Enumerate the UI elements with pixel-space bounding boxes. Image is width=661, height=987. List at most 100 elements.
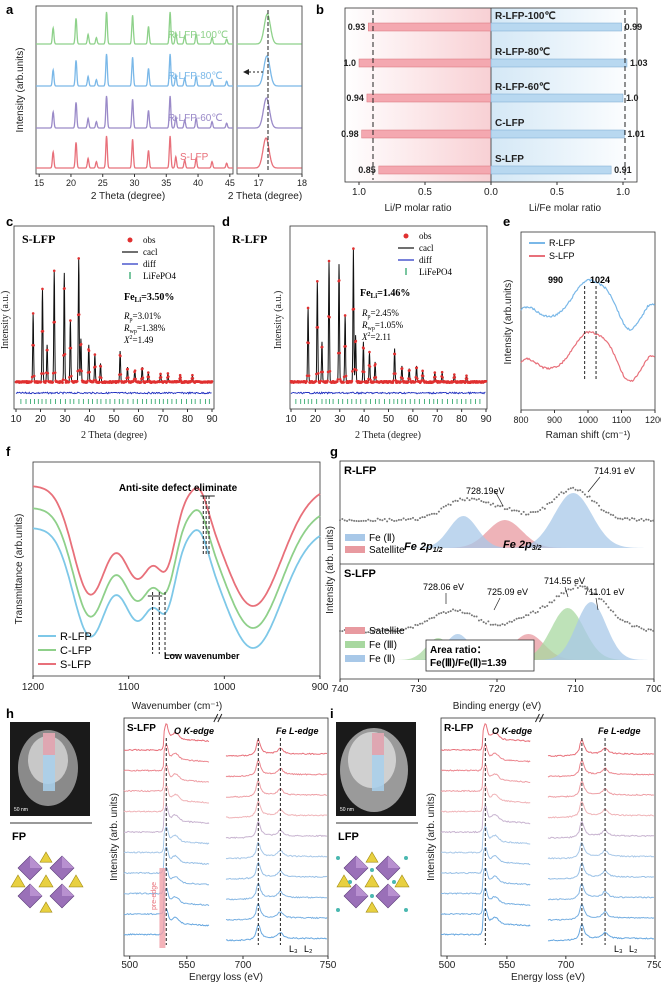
panel-letter-b: b [316, 2, 324, 17]
d-obs-point [343, 314, 347, 317]
c-obs-point [133, 369, 137, 372]
g-bottom-data-point [574, 584, 577, 587]
i-octahedron-face-1 [356, 856, 368, 868]
g-top-data-point [444, 504, 447, 507]
e-frame [520, 231, 656, 411]
c-obs-point [159, 372, 162, 376]
f-legend-s: S-LFP [60, 659, 91, 671]
g-bottom-data-point [640, 627, 643, 630]
d-obs-point [408, 377, 412, 381]
h-tetrahedron-5 [39, 901, 53, 913]
g-top-data-point [621, 518, 624, 521]
c-obs-point [191, 376, 195, 380]
c-obs-point [92, 378, 96, 382]
d-obs-point [465, 374, 468, 377]
panel-letter-c: c [6, 214, 13, 229]
g-bottom-data-point [456, 610, 459, 613]
g-bottom-data-point [430, 617, 433, 620]
g-top-data-point [463, 499, 466, 502]
d-obs-point [327, 259, 331, 263]
b-bar-lip-1 [358, 58, 492, 68]
g-bottom-data-point [539, 607, 542, 610]
g-bottom-data-point [588, 590, 591, 593]
c-obs-point [31, 312, 35, 315]
g-top-data-point [503, 508, 506, 511]
g-top-data-point [605, 511, 608, 514]
g-top-data-point [638, 519, 641, 522]
g-top-data-point [595, 501, 598, 504]
b-bar-lip-3 [361, 129, 492, 139]
c-obs-point [141, 376, 145, 380]
g-bottom-data-point [579, 585, 582, 588]
c-obs-point [93, 353, 97, 356]
c-xtick-label: 50 [108, 414, 120, 425]
panel-e: e R-LFP S-LFP 990 1024 Intensity (arb.un… [503, 214, 661, 441]
g-bottom-data-point [466, 612, 469, 615]
d-obs-point [372, 380, 376, 384]
c-xtick-label: 90 [206, 414, 218, 425]
c-xtick-label: 40 [84, 414, 96, 425]
b-row-name-4: S-LFP [495, 154, 524, 165]
f-curve-2 [32, 527, 321, 649]
g-bottom-data-point [605, 602, 608, 605]
d-obs-point [307, 374, 311, 378]
g-top-data-point [456, 499, 459, 502]
i-eels-high-4 [547, 821, 654, 839]
g-bottom-data-point [414, 623, 417, 626]
g-top-data-point [510, 509, 513, 512]
g-top-data-point [487, 501, 490, 504]
i-xtick-label: 700 [557, 960, 574, 971]
g-top-data-point [609, 513, 612, 516]
h-eels-low-9 [123, 908, 210, 936]
g-top-fe2-32 [340, 493, 654, 548]
g-bottom-data-point [638, 625, 641, 628]
panel-c: c S-LFP obs cacl diff LiFePO4 FeLi=3.50%… [0, 214, 218, 441]
g-bottom-legend-fe2: Fe (Ⅱ) [369, 654, 395, 665]
d-obs-point [452, 380, 455, 384]
g-bottom-data-point [590, 591, 593, 594]
panel-b: b 0.93 0.99 R-LFP-100℃ 1.0 1.03 R-LFP-80℃ 0.94… [316, 2, 647, 214]
d-obs-point [328, 315, 331, 319]
d-obs-point [414, 380, 417, 384]
b-left-axis-label: Li/P molar ratio [384, 203, 452, 214]
h-o-edge: O K-edge [174, 726, 214, 736]
g-top-data-point [522, 510, 525, 513]
g-top-peak-2: 714.91 eV [594, 466, 635, 476]
c-legend-obs-marker [127, 237, 133, 243]
b-right-tick-label: 1.0 [616, 187, 630, 198]
g-top-data-point [412, 516, 415, 519]
c-obs-point [41, 329, 45, 333]
g-top-data-point [614, 516, 617, 519]
d-xtick-label: 50 [383, 414, 395, 425]
h-xtick-label: 550 [178, 960, 195, 971]
h-tetrahedron-2 [38, 874, 54, 888]
b-bar-life-0 [490, 22, 622, 32]
c-obs-point [124, 380, 128, 383]
g-bottom-data-point [619, 618, 622, 621]
g-bottom-peak-4: 711.01 eV [584, 587, 624, 597]
c-obs-point [159, 375, 163, 379]
e-curve-s [520, 330, 655, 382]
g-bottom-data-point [567, 588, 570, 591]
g-top-data-point [506, 508, 509, 511]
g-top-data-point [447, 503, 450, 506]
d-obs-point [352, 307, 356, 311]
g-top-data-point [645, 518, 648, 521]
d-obs-point [374, 376, 378, 379]
a-xtick-label: 35 [161, 178, 171, 188]
d-legend-cacl: cacl [419, 243, 434, 253]
h-pre-edge-band [159, 868, 166, 948]
h-ylabel: Intensity (arb. units) [109, 793, 120, 881]
d-obs-point [439, 379, 443, 383]
g-bottom-data-point [609, 609, 612, 612]
h-eels-low-4 [123, 804, 210, 834]
i-eels-high-8 [547, 903, 655, 922]
g-top-peak-1: 728.19eV [466, 486, 505, 496]
g-bottom-data-point [475, 615, 478, 618]
g-top-data-point [357, 520, 360, 523]
a-curve-0 [36, 11, 233, 45]
d-obs-point [344, 344, 347, 348]
g-bottom-fe3-12 [340, 638, 654, 660]
g-bottom-data-point [341, 630, 344, 633]
h-tetrahedron-3 [68, 874, 84, 888]
